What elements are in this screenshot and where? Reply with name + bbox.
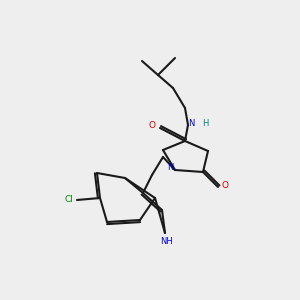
Text: H: H bbox=[202, 119, 209, 128]
Text: Cl: Cl bbox=[64, 196, 73, 205]
Text: N: N bbox=[188, 119, 194, 128]
Text: O: O bbox=[148, 121, 155, 130]
Text: O: O bbox=[222, 181, 229, 190]
Text: NH: NH bbox=[160, 238, 173, 247]
Text: N: N bbox=[167, 163, 174, 172]
